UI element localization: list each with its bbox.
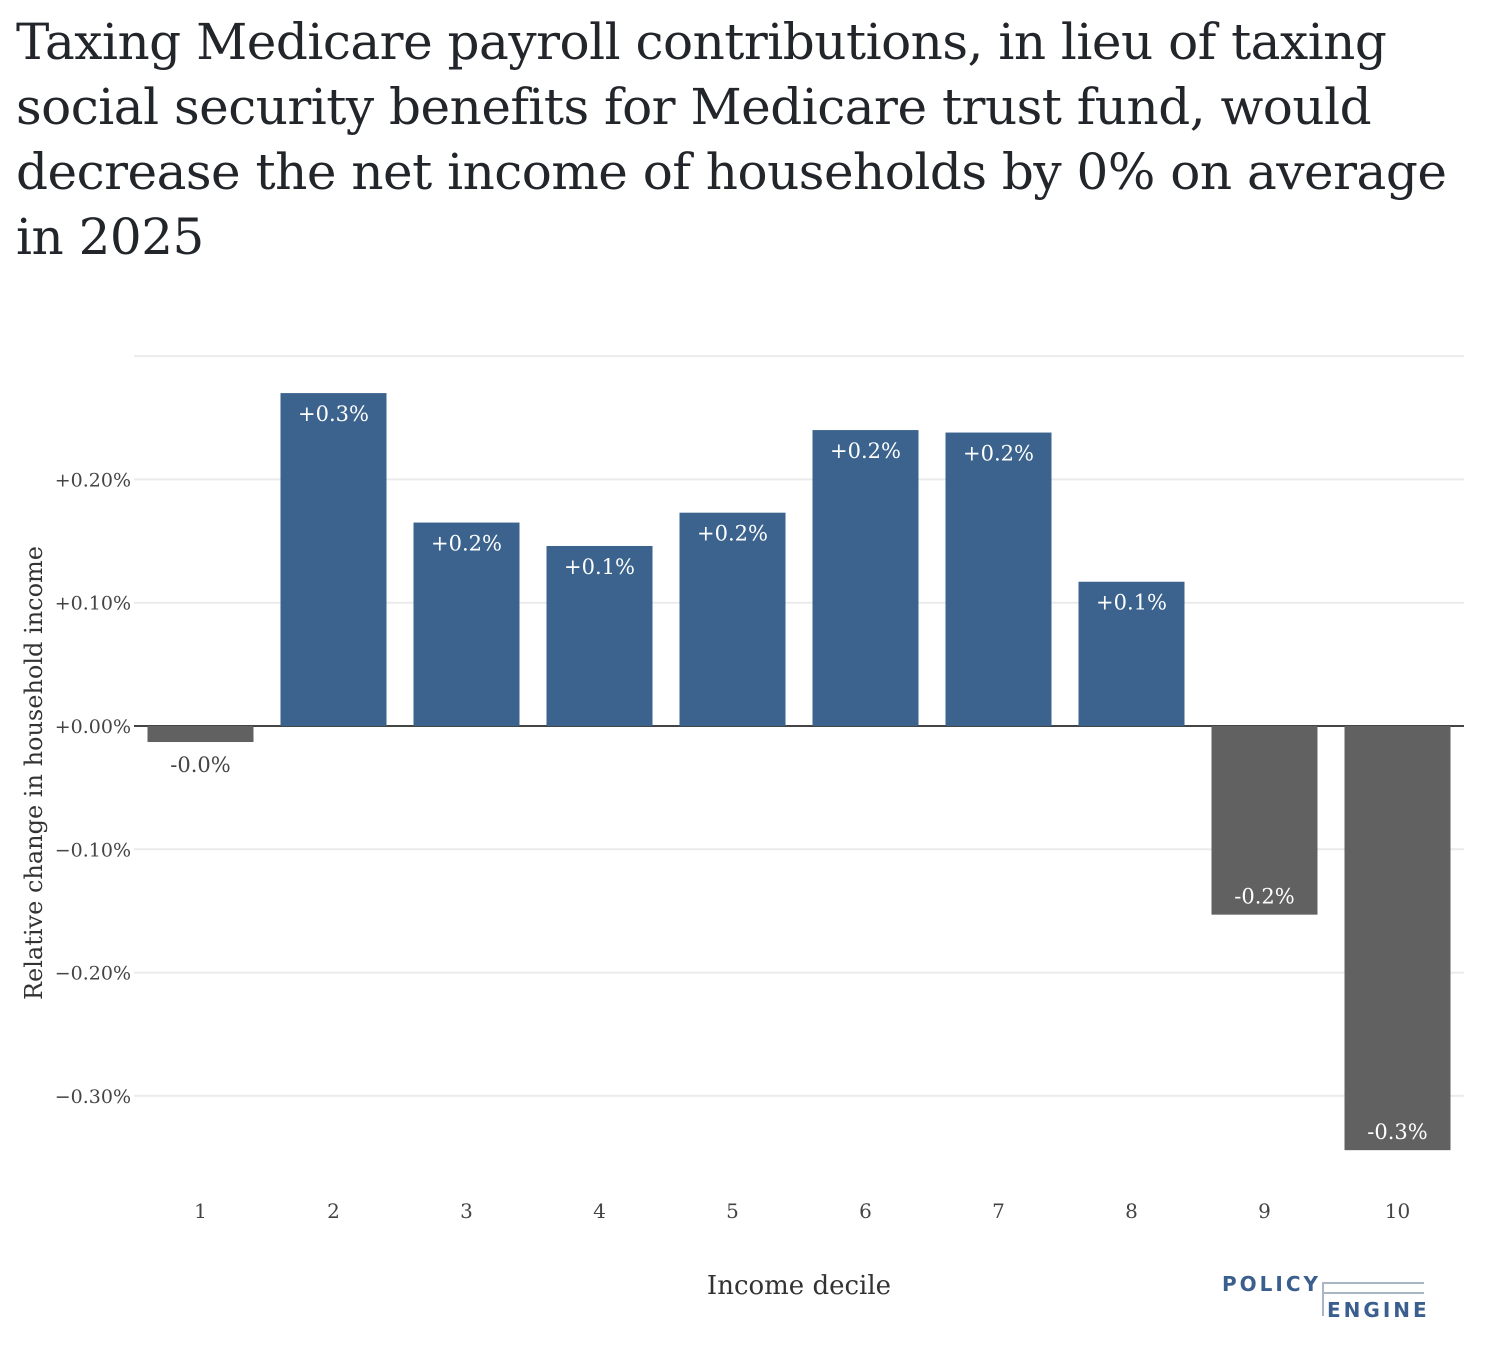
bar-value-label: +0.2%	[697, 522, 768, 546]
x-axis-label: Income decile	[707, 1271, 891, 1301]
bars	[147, 393, 1451, 1151]
bar	[546, 545, 653, 726]
y-tick-label: −0.10%	[55, 839, 131, 861]
bar-value-label: +0.1%	[1096, 591, 1167, 615]
bar	[812, 430, 919, 726]
bar	[679, 512, 786, 726]
bar-value-label: -0.3%	[1367, 1120, 1427, 1144]
x-tick-label: 4	[593, 1199, 606, 1223]
y-tick-labels: +0.20% +0.10% +0.00% −0.10% −0.20% −0.30%	[55, 469, 131, 1108]
bar	[1344, 726, 1451, 1151]
policyengine-logo: POLICY ENGINE	[1222, 1272, 1432, 1324]
bar-value-label: +0.1%	[564, 555, 635, 579]
logo-text-engine: ENGINE	[1327, 1298, 1430, 1322]
y-tick-label: −0.20%	[55, 963, 131, 985]
x-tick-label: 7	[992, 1199, 1005, 1223]
bar-value-label: +0.2%	[431, 532, 502, 556]
y-axis-label: Relative change in household income	[20, 546, 48, 1000]
y-tick-label: +0.00%	[55, 716, 131, 738]
bar-value-label: +0.2%	[963, 442, 1034, 466]
bar-value-label: +0.2%	[830, 439, 901, 463]
x-tick-label: 2	[327, 1199, 340, 1223]
y-tick-label: +0.20%	[55, 469, 131, 491]
bar-value-label: +0.3%	[298, 402, 369, 426]
bar-value-label: -0.2%	[1234, 885, 1294, 909]
y-tick-label: +0.10%	[55, 593, 131, 615]
x-tick-label: 10	[1385, 1199, 1410, 1223]
x-tick-label: 5	[726, 1199, 739, 1223]
x-tick-label: 8	[1125, 1199, 1138, 1223]
bar	[1211, 726, 1318, 915]
y-tick-label: −0.30%	[55, 1086, 131, 1108]
bar	[1078, 581, 1185, 726]
chart-title: Taxing Medicare payroll contributions, i…	[16, 13, 1447, 266]
x-tick-label: 1	[194, 1199, 207, 1223]
bar-value-label: -0.0%	[170, 753, 230, 777]
logo-rule	[1322, 1282, 1424, 1284]
bar	[280, 393, 387, 726]
logo-text-policy: POLICY	[1222, 1272, 1322, 1296]
bar	[147, 726, 254, 743]
bar	[413, 522, 520, 726]
x-tick-label: 9	[1258, 1199, 1271, 1223]
bar	[945, 432, 1052, 726]
logo-rule	[1322, 1292, 1424, 1294]
x-tick-label: 6	[859, 1199, 872, 1223]
x-tick-label: 3	[460, 1199, 473, 1223]
bar-labels: -0.0% +0.3% +0.2% +0.1% +0.2% +0.2% +0.2% +0.1%…	[170, 402, 1427, 1144]
logo-rule	[1322, 1282, 1324, 1316]
x-tick-labels: 1 2 3 4 5 6 7 8 9 10	[194, 1199, 1410, 1223]
